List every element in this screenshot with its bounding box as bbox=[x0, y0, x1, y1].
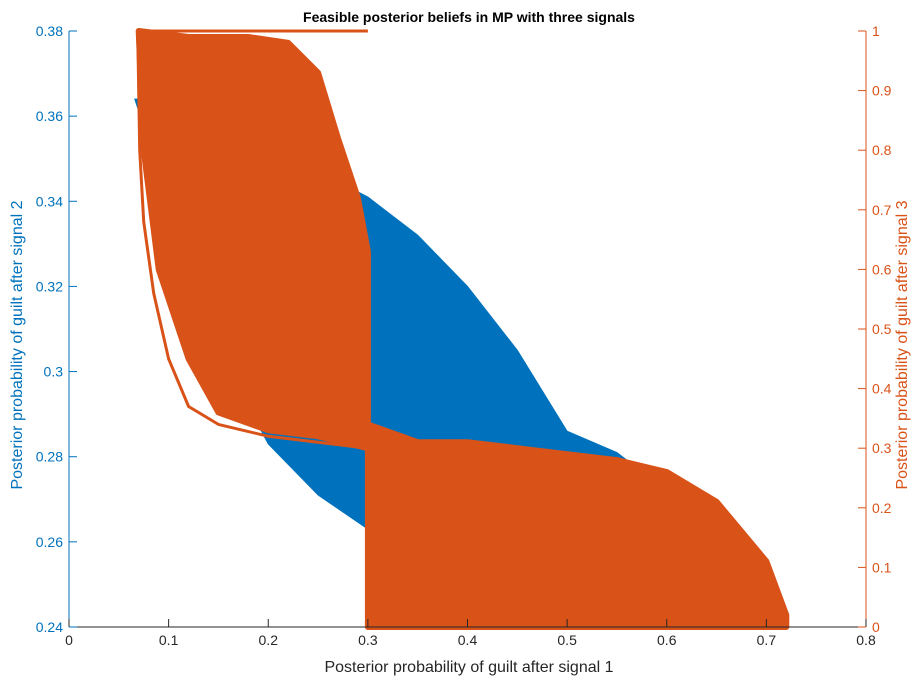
scatter-point-31 bbox=[545, 505, 550, 510]
y-left-tick-label-3: 0.3 bbox=[44, 364, 64, 380]
x-tick-label-2: 0.2 bbox=[259, 632, 279, 648]
scatter-point-2 bbox=[176, 148, 181, 153]
y-right-tick-label-2: 0.2 bbox=[872, 500, 892, 516]
scatter-point-21 bbox=[365, 416, 371, 421]
y-left-tick-label-0: 0.24 bbox=[36, 619, 63, 635]
scatter-point-8 bbox=[236, 237, 241, 242]
scatter-point-53 bbox=[535, 606, 540, 612]
chart-title: Feasible posterior beliefs in MP with th… bbox=[303, 9, 635, 25]
scatter-point-35 bbox=[644, 541, 649, 546]
scatter-point-16 bbox=[315, 297, 321, 302]
y-right-tick-label-9: 0.9 bbox=[872, 83, 892, 99]
scatter-point-49 bbox=[375, 606, 380, 612]
scatter-point-37 bbox=[684, 553, 689, 558]
y-right-tick-label-10: 1 bbox=[872, 23, 880, 39]
scatter-point-17 bbox=[325, 237, 331, 242]
scatter-point-13 bbox=[286, 267, 291, 272]
y-right-tick-label-7: 0.7 bbox=[872, 202, 892, 218]
scatter-point-30 bbox=[515, 553, 520, 558]
x-tick-label-6: 0.6 bbox=[657, 632, 677, 648]
scatter-point-0 bbox=[156, 46, 161, 52]
scatter-point-18 bbox=[335, 326, 341, 332]
y-left-tick-label-4: 0.32 bbox=[36, 278, 63, 294]
scatter-point-12 bbox=[276, 207, 281, 212]
scatter-point-25 bbox=[385, 565, 390, 570]
scatter-point-22 bbox=[151, 219, 156, 224]
scatter-point-42 bbox=[405, 493, 410, 499]
scatter-point-36 bbox=[664, 589, 669, 594]
scatter-point-5 bbox=[206, 58, 211, 63]
y-right-tick-label-6: 0.6 bbox=[872, 261, 892, 277]
scatter-point-58 bbox=[754, 583, 759, 588]
scatter-point-50 bbox=[395, 517, 400, 522]
scatter-point-20 bbox=[355, 386, 361, 391]
scatter-point-24 bbox=[161, 130, 166, 135]
y-right-tick-label-3: 0.3 bbox=[872, 440, 892, 456]
y-left-tick-label-5: 0.34 bbox=[36, 193, 63, 209]
scatter-point-34 bbox=[614, 571, 620, 576]
scatter-point-40 bbox=[744, 601, 749, 606]
x-axis-label: Posterior probability of guilt after sig… bbox=[324, 659, 613, 676]
x-tick-label-1: 0.1 bbox=[159, 632, 179, 648]
scatter-point-19 bbox=[345, 356, 351, 361]
scatter-point-9 bbox=[246, 297, 251, 302]
scatter-point-41 bbox=[764, 606, 769, 612]
scatter-point-56 bbox=[694, 612, 699, 618]
x-tick-label-8: 0.8 bbox=[856, 632, 876, 648]
scatter-point-15 bbox=[305, 356, 311, 361]
y-axis-right-label: Posterior probability of guilt after sig… bbox=[894, 200, 911, 489]
scatter-point-59 bbox=[774, 595, 779, 600]
y-left-tick-label-6: 0.36 bbox=[36, 108, 63, 124]
y-right-tick-label-5: 0.5 bbox=[872, 321, 892, 337]
axes: 0 0.1 0.2 0.3 0.4 0.5 0.6 0.7 0.8 0.24 0.26 0.28 0.3… bbox=[36, 23, 892, 648]
scatter-point-28 bbox=[465, 535, 470, 540]
scatter-point-23 bbox=[161, 255, 166, 260]
scatter-point-54 bbox=[594, 595, 600, 600]
scatter-point-1 bbox=[166, 88, 171, 93]
y-left-tick-label-7: 0.38 bbox=[36, 23, 63, 39]
scatter-point-3 bbox=[186, 207, 191, 212]
scatter-point-43 bbox=[425, 469, 430, 475]
x-tick-label-5: 0.5 bbox=[557, 632, 577, 648]
x-tick-label-3: 0.3 bbox=[358, 632, 378, 648]
scatter-point-57 bbox=[734, 559, 739, 564]
scatter-point-10 bbox=[256, 88, 261, 93]
scatter-point-55 bbox=[634, 612, 640, 618]
scatter-point-14 bbox=[295, 326, 301, 332]
x-tick-label-4: 0.4 bbox=[458, 632, 478, 648]
scatter-point-4 bbox=[196, 267, 201, 272]
series-right-line-3 bbox=[136, 30, 788, 628]
scatter-point-52 bbox=[495, 589, 500, 594]
x-tick-label-7: 0.7 bbox=[757, 632, 777, 648]
x-tick-label-0: 0 bbox=[65, 632, 73, 648]
scatter-point-11 bbox=[266, 148, 271, 153]
scatter-point-46 bbox=[624, 481, 630, 487]
scatter-point-33 bbox=[584, 517, 590, 522]
y-left-tick-label-2: 0.28 bbox=[36, 449, 63, 465]
scatter-point-26 bbox=[415, 595, 420, 600]
scatter-point-39 bbox=[724, 577, 729, 582]
scatter-point-27 bbox=[445, 577, 450, 582]
scatter-point-38 bbox=[704, 595, 709, 600]
y-left-tick-label-1: 0.26 bbox=[36, 534, 63, 550]
y-right-tick-label-1: 0.1 bbox=[872, 559, 892, 575]
y-axis-left-label: Posterior probability of guilt after sig… bbox=[9, 200, 26, 489]
y-right-tick-label-4: 0.4 bbox=[872, 381, 892, 397]
scatter-point-32 bbox=[564, 565, 570, 570]
scatter-point-6 bbox=[216, 118, 221, 123]
scatter-point-45 bbox=[564, 469, 570, 475]
scatter-point-7 bbox=[226, 177, 231, 183]
scatter-point-51 bbox=[435, 547, 440, 552]
scatter-point-29 bbox=[485, 493, 490, 499]
y-right-tick-label-8: 0.8 bbox=[872, 142, 892, 158]
series-right-cloud bbox=[135, 28, 790, 630]
y-right-tick-label-0: 0 bbox=[872, 619, 880, 635]
scatter-point-44 bbox=[505, 457, 510, 463]
